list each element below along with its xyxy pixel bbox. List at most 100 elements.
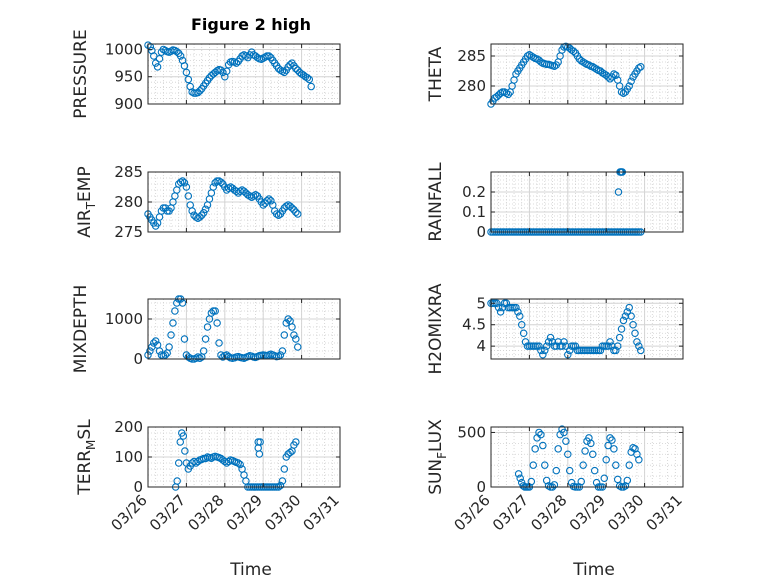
data-point bbox=[606, 434, 614, 442]
data-point bbox=[292, 438, 300, 446]
data-point bbox=[565, 346, 574, 355]
y-tick-label: 1000 bbox=[105, 40, 143, 58]
data-point bbox=[525, 51, 534, 59]
subplot-3: 275 280 285 AIRTEMP bbox=[75, 163, 341, 241]
data-point bbox=[606, 338, 614, 346]
data-point bbox=[546, 333, 555, 342]
y-axis-label: THETA bbox=[426, 46, 446, 102]
plot-area bbox=[147, 298, 341, 360]
data-point bbox=[286, 60, 294, 69]
data-point bbox=[294, 343, 302, 351]
data-point bbox=[635, 455, 643, 464]
axes-frame bbox=[490, 298, 684, 360]
data-point bbox=[276, 481, 285, 490]
data-point bbox=[290, 331, 298, 339]
y-axis-label: PRESSURE bbox=[71, 29, 91, 118]
y-tick-label: 280 bbox=[457, 77, 486, 95]
data-point bbox=[612, 71, 620, 79]
data-point bbox=[155, 54, 164, 63]
data-point bbox=[535, 342, 543, 350]
data-point bbox=[267, 197, 275, 205]
data-point bbox=[625, 303, 633, 312]
data-point bbox=[613, 475, 622, 484]
data-point bbox=[263, 197, 271, 205]
data-series bbox=[144, 41, 315, 97]
data-point bbox=[617, 325, 626, 333]
data-point bbox=[284, 315, 292, 323]
y-tick-label: 4 bbox=[476, 337, 486, 355]
data-point bbox=[531, 445, 539, 453]
data-point bbox=[627, 77, 635, 85]
data-point bbox=[217, 178, 225, 186]
y-axis-label: H2OMIXRA bbox=[426, 283, 446, 374]
data-point bbox=[604, 73, 612, 81]
data-point bbox=[496, 89, 505, 97]
data-point bbox=[198, 211, 206, 219]
data-point bbox=[180, 179, 189, 187]
y-axis-label: TERRMSL bbox=[75, 419, 98, 496]
data-point bbox=[209, 183, 218, 191]
data-point bbox=[292, 208, 300, 216]
data-point bbox=[590, 466, 599, 475]
data-point bbox=[276, 351, 285, 359]
data-point bbox=[182, 183, 191, 191]
y-tick-label: 900 bbox=[114, 95, 143, 113]
data-point bbox=[504, 90, 513, 99]
data-point bbox=[621, 312, 630, 320]
data-point bbox=[541, 461, 549, 469]
data-point bbox=[307, 82, 315, 91]
data-series bbox=[144, 177, 302, 230]
data-point bbox=[514, 308, 522, 316]
data-point bbox=[623, 476, 632, 485]
y-tick-label: 4.5 bbox=[462, 316, 486, 334]
data-point bbox=[581, 447, 589, 455]
data-point bbox=[151, 59, 160, 67]
data-point bbox=[292, 335, 300, 343]
data-point bbox=[215, 339, 223, 347]
data-point bbox=[535, 428, 543, 437]
data-point bbox=[161, 351, 170, 359]
data-point bbox=[615, 333, 624, 342]
data-point bbox=[548, 338, 557, 346]
data-point bbox=[173, 477, 181, 485]
data-point bbox=[577, 477, 585, 486]
data-point bbox=[637, 63, 645, 71]
data-point bbox=[180, 335, 189, 343]
y-tick-label: 5 bbox=[476, 294, 486, 312]
data-point bbox=[280, 331, 289, 339]
data-point bbox=[222, 67, 231, 76]
data-point bbox=[173, 299, 181, 307]
data-point bbox=[219, 353, 227, 361]
data-point bbox=[234, 459, 242, 467]
data-point bbox=[562, 437, 570, 445]
data-point bbox=[627, 312, 635, 320]
data-point bbox=[579, 58, 587, 66]
data-point bbox=[165, 343, 173, 351]
data-point bbox=[255, 450, 264, 458]
y-axis-label: AIRTEMP bbox=[75, 166, 98, 237]
data-point bbox=[610, 70, 618, 78]
data-point bbox=[201, 335, 210, 343]
data-point bbox=[232, 59, 241, 67]
data-point bbox=[539, 441, 547, 450]
data-point bbox=[613, 342, 622, 350]
data-point bbox=[560, 428, 568, 437]
subplot-2: 280 285 THETA bbox=[426, 42, 684, 108]
data-point bbox=[272, 210, 281, 218]
data-point bbox=[155, 347, 164, 355]
data-point bbox=[537, 430, 545, 439]
y-tick-label: 0.1 bbox=[462, 203, 486, 221]
data-point bbox=[602, 455, 610, 464]
data-point bbox=[577, 57, 585, 65]
data-point bbox=[542, 342, 551, 350]
data-point bbox=[146, 347, 154, 355]
data-point bbox=[541, 346, 549, 355]
y-tick-label: 0 bbox=[476, 478, 486, 496]
data-point bbox=[589, 450, 597, 459]
subplot-6: 4 4.5 5 H2OMIXRA bbox=[426, 283, 684, 375]
data-point bbox=[278, 347, 287, 355]
data-point bbox=[587, 439, 595, 448]
data-point bbox=[631, 329, 639, 338]
data-point bbox=[550, 481, 559, 489]
